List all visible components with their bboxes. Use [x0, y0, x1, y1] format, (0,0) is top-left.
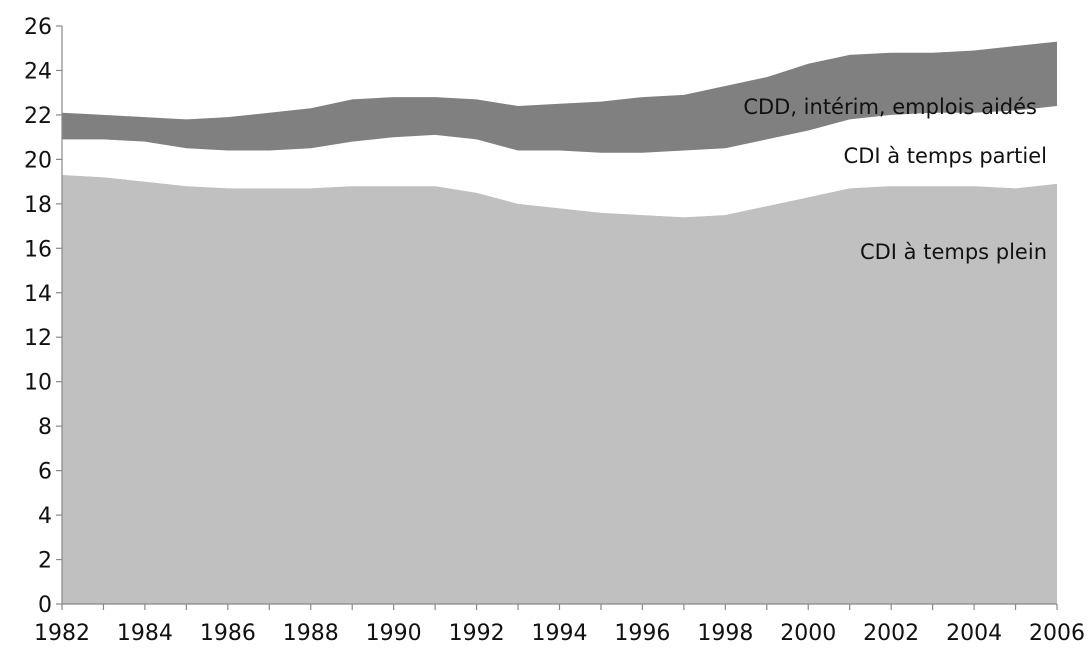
x-tick-label: 1988: [283, 621, 339, 646]
y-tick-label: 16: [24, 237, 52, 262]
y-tick-label: 10: [24, 371, 52, 396]
y-tick-label: 4: [38, 504, 52, 529]
series-labels: CDD, intérim, emplois aidés CDI à temps …: [743, 95, 1047, 264]
x-tick-label: 1990: [366, 621, 422, 646]
x-tick-label: 1994: [532, 621, 588, 646]
x-tick-label: 2000: [780, 621, 836, 646]
x-tick-label: 2002: [863, 621, 919, 646]
y-tick-label: 26: [24, 15, 52, 40]
y-tick-label: 6: [38, 460, 52, 485]
area-series-0: [62, 174, 1057, 604]
x-tick-label: 1996: [614, 621, 670, 646]
x-tick-label: 2004: [946, 621, 1002, 646]
y-tick-label: 22: [24, 104, 52, 129]
y-tick-label: 12: [24, 326, 52, 351]
y-tick-label: 20: [24, 148, 52, 173]
area-series-1: [62, 106, 1057, 218]
series-label-cdd-interim: CDD, intérim, emplois aidés: [743, 95, 1037, 119]
y-tick-label: 24: [24, 59, 52, 84]
y-tick-label: 18: [24, 193, 52, 218]
area-layers: [62, 41, 1057, 604]
area-series-2: [62, 41, 1057, 153]
series-label-cdi-temps-partiel: CDI à temps partiel: [844, 144, 1047, 168]
x-tick-label: 1982: [34, 621, 90, 646]
series-label-cdi-temps-plein: CDI à temps plein: [860, 240, 1047, 264]
x-tick-label: 1998: [697, 621, 753, 646]
x-tick-label: 1992: [449, 621, 505, 646]
x-tick-label: 1984: [117, 621, 173, 646]
y-tick-label: 8: [38, 415, 52, 440]
y-tick-label: 0: [38, 593, 52, 618]
y-tick-label: 14: [24, 282, 52, 307]
y-tick-label: 2: [38, 549, 52, 574]
x-tick-label: 1986: [200, 621, 256, 646]
x-axis-ticks: 1982 1984 1986 1988 1990 1992 1994 1996 1998 2000…: [34, 604, 1085, 646]
x-tick-label: 2006: [1029, 621, 1085, 646]
